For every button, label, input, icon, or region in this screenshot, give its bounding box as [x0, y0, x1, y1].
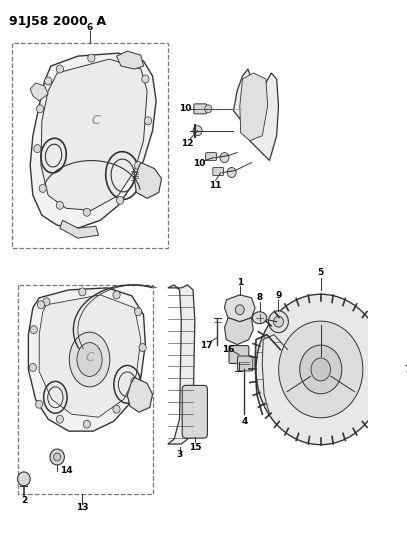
FancyBboxPatch shape [194, 104, 206, 114]
Ellipse shape [300, 345, 342, 394]
FancyBboxPatch shape [229, 345, 249, 364]
Text: 6: 6 [86, 23, 93, 32]
Polygon shape [225, 295, 255, 322]
Polygon shape [39, 295, 141, 417]
Circle shape [88, 54, 95, 62]
Text: 7: 7 [405, 365, 407, 374]
Text: 10: 10 [193, 159, 206, 168]
Ellipse shape [279, 321, 363, 418]
Circle shape [30, 326, 37, 334]
Text: 8: 8 [256, 293, 263, 302]
Circle shape [220, 152, 229, 163]
Text: 10: 10 [179, 104, 191, 114]
Ellipse shape [69, 332, 110, 387]
Ellipse shape [274, 316, 283, 327]
Polygon shape [60, 220, 98, 238]
Polygon shape [127, 377, 153, 412]
Circle shape [116, 196, 124, 204]
Circle shape [37, 301, 45, 309]
Circle shape [54, 453, 61, 461]
Ellipse shape [269, 311, 289, 333]
Text: 15: 15 [188, 442, 201, 451]
Polygon shape [30, 53, 156, 228]
Circle shape [144, 117, 152, 125]
FancyBboxPatch shape [182, 385, 208, 438]
Circle shape [124, 57, 131, 65]
Circle shape [227, 167, 236, 177]
Polygon shape [234, 69, 278, 160]
Circle shape [56, 415, 63, 423]
Polygon shape [116, 51, 144, 69]
Circle shape [142, 75, 149, 83]
Text: C: C [92, 114, 100, 127]
Circle shape [79, 288, 86, 296]
Circle shape [113, 291, 120, 299]
Circle shape [34, 144, 41, 152]
Polygon shape [225, 318, 253, 345]
Ellipse shape [256, 294, 385, 445]
Circle shape [29, 364, 37, 372]
Text: 5: 5 [317, 269, 324, 278]
Text: 4: 4 [241, 417, 247, 426]
Text: 16: 16 [222, 345, 234, 354]
Text: 14: 14 [60, 466, 72, 475]
FancyBboxPatch shape [213, 167, 223, 175]
Polygon shape [28, 288, 145, 431]
FancyBboxPatch shape [238, 356, 253, 371]
Circle shape [83, 420, 90, 428]
Ellipse shape [252, 312, 267, 324]
Circle shape [113, 405, 120, 413]
Ellipse shape [77, 343, 102, 376]
Circle shape [39, 184, 46, 192]
Polygon shape [168, 285, 195, 444]
Circle shape [56, 65, 63, 73]
Text: C: C [85, 351, 94, 364]
Polygon shape [30, 83, 48, 101]
Circle shape [35, 400, 43, 408]
Text: 91J58 2000  A: 91J58 2000 A [9, 15, 106, 28]
Circle shape [56, 201, 63, 209]
Circle shape [235, 305, 244, 315]
FancyBboxPatch shape [206, 152, 217, 160]
Circle shape [139, 344, 146, 352]
Ellipse shape [311, 358, 330, 381]
Polygon shape [135, 163, 162, 198]
Circle shape [43, 298, 50, 306]
Text: 9: 9 [275, 292, 282, 301]
Polygon shape [240, 73, 268, 141]
Circle shape [193, 126, 202, 136]
Text: 11: 11 [209, 181, 222, 190]
Circle shape [131, 377, 138, 385]
Text: 12: 12 [182, 139, 194, 148]
Circle shape [83, 208, 90, 216]
Circle shape [205, 105, 212, 113]
Circle shape [135, 308, 142, 316]
Circle shape [45, 77, 52, 85]
Text: 3: 3 [176, 449, 183, 458]
Text: 13: 13 [76, 503, 89, 512]
Circle shape [18, 472, 30, 486]
Circle shape [135, 161, 142, 169]
Text: 1: 1 [237, 278, 243, 287]
Text: 17: 17 [200, 341, 213, 350]
Circle shape [50, 449, 64, 465]
Polygon shape [41, 59, 147, 211]
Circle shape [37, 105, 44, 113]
Text: 2: 2 [21, 496, 27, 505]
